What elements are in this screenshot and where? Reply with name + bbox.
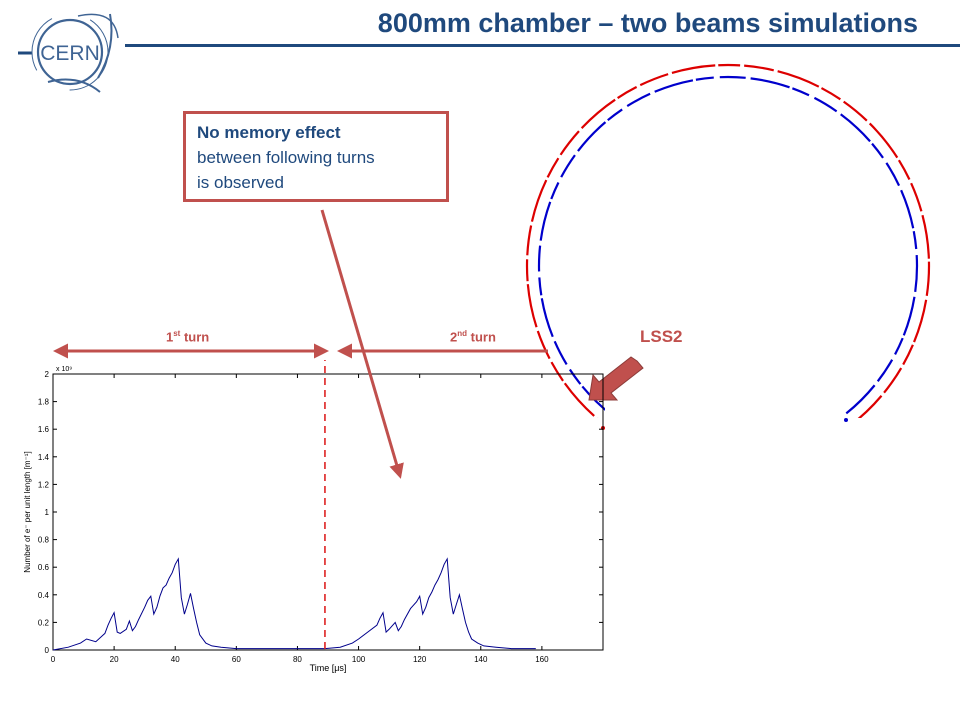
callout-box: No memory effect between following turns… — [183, 111, 449, 202]
beam-2-ring — [537, 75, 919, 442]
y-tick-label: 2 — [45, 370, 50, 379]
y-tick-label: 1.2 — [38, 480, 50, 489]
y-tick-label: 1.8 — [38, 398, 50, 407]
x-tick-label: 40 — [171, 655, 180, 664]
y-tick-label: 0.2 — [38, 618, 50, 627]
lss2-label: LSS2 — [640, 327, 683, 346]
x-tick-label: 160 — [535, 655, 549, 664]
x-tick-label: 80 — [293, 655, 302, 664]
page-title: 800mm chamber – two beams simulations — [377, 8, 918, 38]
turn-1-label: 1st turn — [166, 329, 210, 345]
callout-heading: No memory effect — [197, 123, 341, 142]
x-axis-ticks: 0 20 40 60 80 100 120 140 160 — [51, 374, 549, 664]
y-tick-label: 1 — [45, 508, 50, 517]
x-tick-label: 100 — [352, 655, 366, 664]
x-axis-label: Time [μs] — [310, 663, 347, 673]
callout-pointer-arrow — [320, 209, 404, 479]
x-tick-label: 20 — [110, 655, 119, 664]
cern-logo-icon: CERN — [18, 13, 119, 93]
beam-1-ring — [525, 63, 931, 442]
y-tick-label: 0.4 — [38, 591, 50, 600]
x-tick-label: 0 — [51, 655, 56, 664]
series-line — [52, 557, 536, 651]
y-axis-label: Number of e⁻ per unit length [m⁻¹] — [23, 451, 32, 572]
title-divider — [125, 44, 960, 47]
callout-line-2: between following turns — [197, 148, 375, 167]
turn-2-label: 2nd turn — [450, 329, 496, 345]
callout-line-3: is observed — [197, 173, 284, 192]
logo-text: CERN — [40, 42, 100, 65]
y-tick-label: 0.6 — [38, 563, 50, 572]
y-multiplier-label: x 10⁹ — [56, 366, 72, 373]
y-axis-ticks: 0 0.2 0.4 0.6 0.8 1 1.2 1.4 1.6 1.8 2 — [38, 370, 603, 655]
x-tick-label: 60 — [232, 655, 241, 664]
turn-arrows — [53, 343, 548, 359]
x-tick-label: 140 — [474, 655, 488, 664]
y-tick-label: 1.6 — [38, 425, 50, 434]
y-tick-label: 1.4 — [38, 453, 50, 462]
y-tick-label: 0 — [45, 646, 50, 655]
y-tick-label: 0.8 — [38, 536, 50, 545]
x-tick-label: 120 — [413, 655, 427, 664]
electron-density-plot: 0 0.2 0.4 0.6 0.8 1 1.2 1.4 1.6 1.8 2 0 20 40 60 80 100… — [23, 360, 604, 673]
ring-diagram — [510, 63, 950, 442]
